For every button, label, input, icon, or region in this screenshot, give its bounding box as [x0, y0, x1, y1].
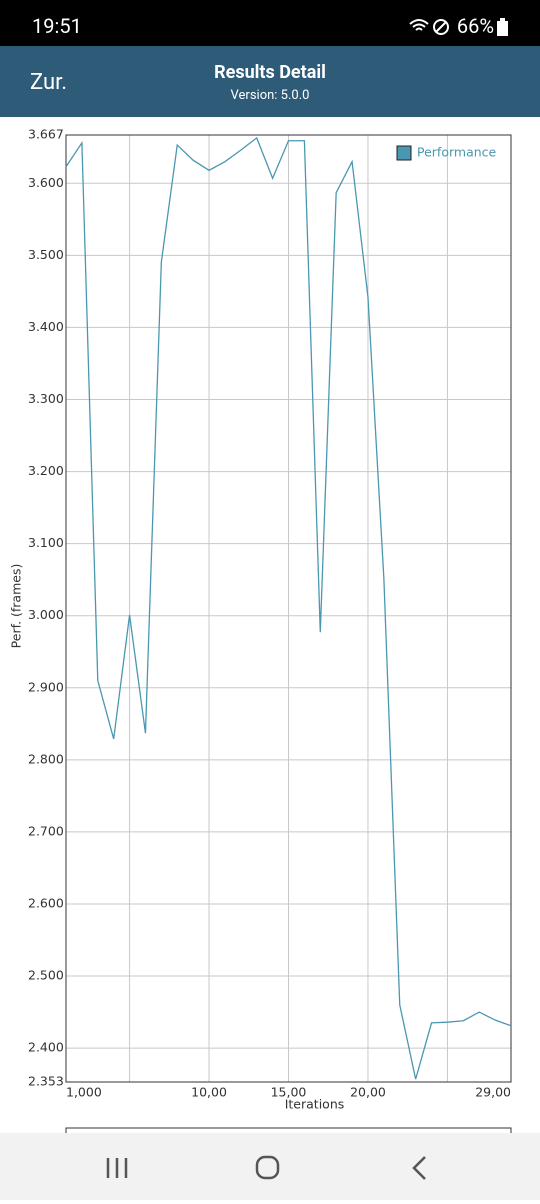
y-tick-label: 3.000 — [28, 607, 64, 622]
recent-apps[interactable] — [106, 1158, 128, 1178]
nav-icons — [106, 1155, 426, 1180]
home[interactable] — [255, 1155, 280, 1180]
legend-swatch — [396, 145, 412, 161]
x-tick-label: 10,00 — [191, 1085, 227, 1100]
status-icons — [409, 19, 449, 35]
x-tick-label: 1,000 — [66, 1085, 102, 1100]
x-tick-label: 15,00 — [271, 1085, 307, 1100]
app-bar: Zur. Results Detail Version: 5.0.0 — [0, 46, 540, 117]
y-tick-label: 2.700 — [28, 823, 64, 838]
screen-title: Results Detail — [214, 62, 326, 83]
y-tick-label: 3.300 — [28, 391, 64, 406]
y-tick-label: 3.500 — [28, 247, 64, 262]
y-tick-label: 2.900 — [28, 679, 64, 694]
y-tick-label: 3.400 — [28, 319, 64, 334]
x-axis-label: Iterations — [285, 1097, 345, 1112]
battery-icon — [497, 18, 508, 36]
y-tick-label: 3.100 — [28, 535, 64, 550]
y-tick-label: 2.500 — [28, 968, 64, 983]
legend-label: Performance — [417, 145, 497, 160]
clock: 19:51 — [32, 14, 82, 38]
x-tick-label: 20,00 — [350, 1085, 386, 1100]
back[interactable] — [412, 1156, 426, 1180]
y-tick-label: 3.600 — [28, 175, 64, 190]
y-tick-label: 3.200 — [28, 463, 64, 478]
next-chart-edge — [65, 1127, 512, 1133]
y-tick-label: 2.353 — [28, 1074, 64, 1089]
y-tick-label: 3.667 — [28, 127, 64, 142]
chart: 2.353 2.400 2.500 2.600 2.700 2.800 2.900 3.000… — [9, 127, 512, 1133]
y-tick-label: 2.600 — [28, 895, 64, 910]
x-tick-label: 29,00 — [475, 1085, 511, 1100]
navigation-bar — [0, 1133, 540, 1200]
screen-subtitle: Version: 5.0.0 — [230, 88, 310, 103]
data-line — [65, 136, 512, 1080]
status-bar: 19:51 66% — [0, 0, 540, 46]
battery-level: 66% — [456, 14, 494, 38]
plot-frame — [65, 134, 512, 1083]
y-tick-label: 2.400 — [28, 1040, 64, 1055]
y-axis-label: Perf. (frames) — [9, 564, 24, 649]
y-tick-label: 2.800 — [28, 751, 64, 766]
back-button[interactable]: Zur. — [30, 70, 68, 95]
